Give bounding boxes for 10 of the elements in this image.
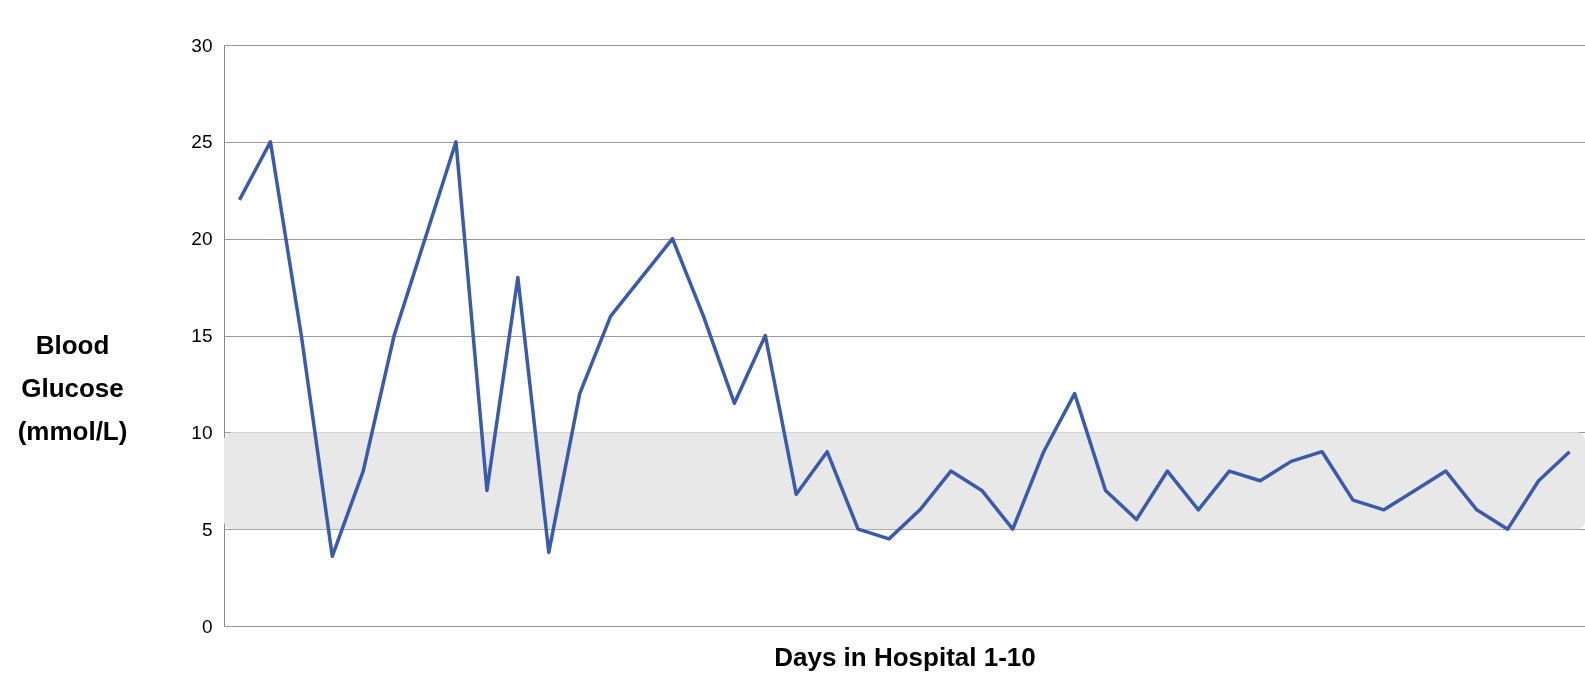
y-tick-label: 30: [191, 34, 213, 56]
y-tick-label: 15: [191, 325, 213, 346]
y-tick-label: 5: [201, 518, 213, 540]
y-tick-label: 20: [191, 228, 213, 250]
y-tick-label: 10: [191, 421, 213, 443]
line-series: [237, 140, 1572, 559]
y-axis-title: Blood Glucose (mmol/L): [17, 329, 128, 446]
x-axis-title: Days in Hospital 1-10: [774, 641, 1036, 672]
y-tick-label: 25: [191, 131, 213, 153]
y-tick-label: 0: [201, 615, 213, 637]
